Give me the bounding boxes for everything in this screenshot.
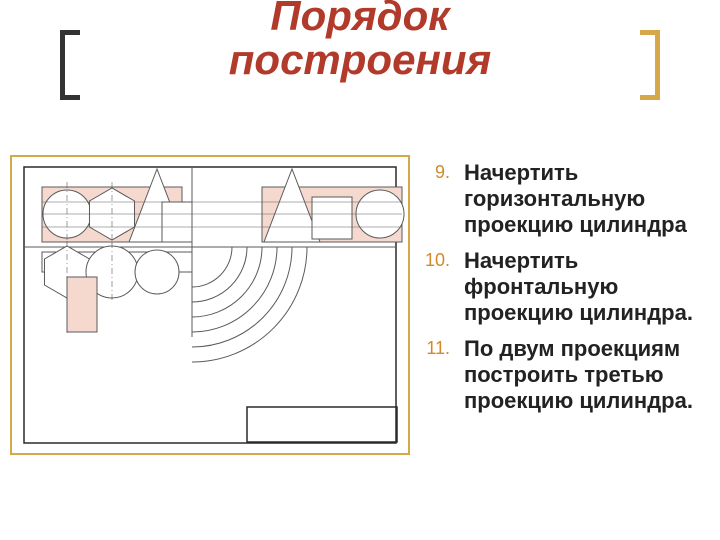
bracket-left-icon	[60, 30, 80, 100]
item-number: 10.	[410, 248, 464, 272]
item-number: 11.	[410, 336, 464, 360]
steps-list: 9. Начертить горизонтальную проекцию цил…	[410, 160, 715, 424]
technical-drawing	[10, 155, 410, 455]
item-text: По двум проекциям построить третью проек…	[464, 336, 715, 414]
drawing-svg	[12, 157, 408, 453]
item-text: Начертить фронтальную проекцию цилиндра.	[464, 248, 715, 326]
list-item: 11. По двум проекциям построить третью п…	[410, 336, 715, 414]
item-number: 9.	[410, 160, 464, 184]
title-line2: построения	[229, 36, 491, 83]
title-line1: Порядок	[270, 0, 449, 39]
list-item: 9. Начертить горизонтальную проекцию цил…	[410, 160, 715, 238]
bracket-right-icon	[640, 30, 660, 100]
slide-title: Порядок построения	[0, 0, 720, 82]
list-item: 10. Начертить фронтальную проекцию цилин…	[410, 248, 715, 326]
item-text: Начертить горизонтальную проекцию цилинд…	[464, 160, 715, 238]
